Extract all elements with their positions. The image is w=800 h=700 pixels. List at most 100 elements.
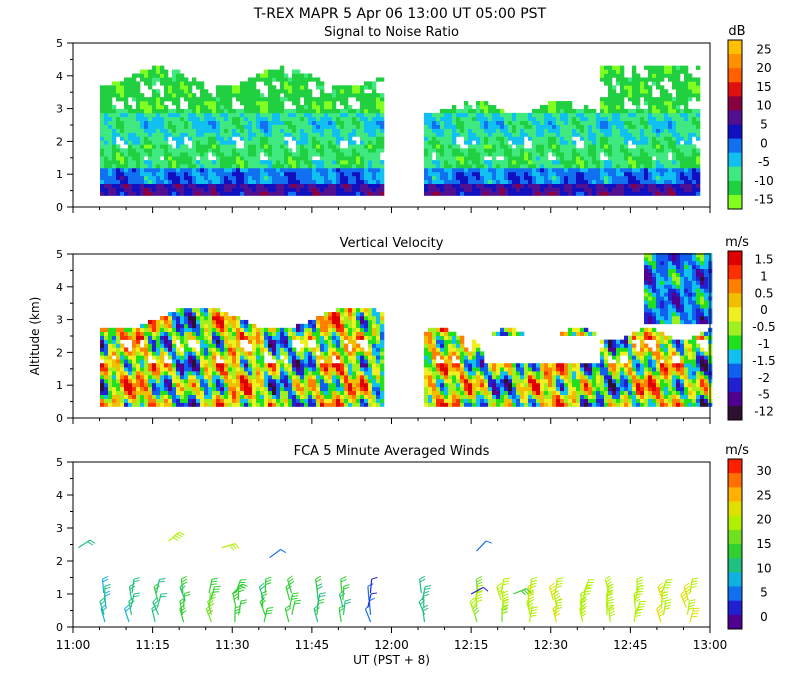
velocity-cell xyxy=(308,402,313,407)
snr-cell xyxy=(324,116,329,122)
velocity-cell xyxy=(316,367,321,372)
snr-cell xyxy=(100,156,105,161)
snr-cell xyxy=(152,140,157,145)
velocity-cell xyxy=(176,323,181,329)
snr-cell xyxy=(172,77,177,82)
snr-cell xyxy=(516,164,521,169)
velocity-cell xyxy=(316,382,321,388)
snr-cell xyxy=(552,160,557,165)
snr-cell xyxy=(428,183,433,188)
snr-cell xyxy=(632,108,637,114)
snr-cell xyxy=(696,112,701,118)
snr-cell xyxy=(172,148,177,153)
snr-cell xyxy=(628,191,633,196)
snr-cell xyxy=(148,179,153,185)
velocity-cell xyxy=(228,378,233,384)
velocity-cell xyxy=(164,394,169,399)
snr-cell xyxy=(212,191,217,196)
snr-cell xyxy=(692,152,697,157)
snr-cell xyxy=(136,112,141,118)
snr-cell xyxy=(132,128,137,133)
snr-cell xyxy=(104,89,109,94)
snr-cell xyxy=(144,116,149,122)
snr-cell xyxy=(292,120,297,125)
snr-cell xyxy=(596,140,601,145)
snr-cell xyxy=(356,112,361,118)
snr-cell xyxy=(452,140,457,145)
velocity-cell xyxy=(256,378,261,384)
velocity-cell xyxy=(116,390,121,396)
snr-cell xyxy=(248,108,253,114)
snr-cell xyxy=(492,167,497,173)
snr-cell xyxy=(308,171,313,177)
snr-cell xyxy=(232,164,237,169)
velocity-cell xyxy=(244,394,249,399)
snr-cell xyxy=(324,93,329,98)
snr-cell xyxy=(560,183,565,188)
snr-cell xyxy=(640,191,645,196)
snr-cell xyxy=(568,152,573,157)
snr-cell xyxy=(328,160,333,165)
velocity-cell xyxy=(124,378,129,384)
velocity-cell xyxy=(264,347,269,352)
snr-cell xyxy=(628,156,633,161)
snr-cell xyxy=(176,156,181,161)
snr-cell xyxy=(592,160,597,165)
snr-cell xyxy=(440,183,445,188)
snr-cell xyxy=(344,148,349,153)
snr-cell xyxy=(636,116,641,122)
snr-cell xyxy=(472,108,477,114)
snr-cell xyxy=(680,171,685,177)
snr-cell xyxy=(216,89,221,94)
velocity-cell xyxy=(136,355,141,360)
snr-cell xyxy=(564,136,569,141)
snr-cell xyxy=(688,97,693,102)
snr-cell xyxy=(380,124,385,129)
velocity-cell xyxy=(128,394,133,399)
velocity-cell xyxy=(136,359,141,364)
snr-cell xyxy=(352,164,357,169)
snr-cell xyxy=(484,108,489,114)
snr-cell xyxy=(364,164,369,169)
snr-cell xyxy=(492,164,497,169)
velocity-cell xyxy=(228,402,233,407)
snr-cell xyxy=(268,81,273,86)
snr-cell xyxy=(272,160,277,165)
snr-cell xyxy=(252,136,257,141)
snr-cell xyxy=(176,183,181,188)
velocity-cell xyxy=(104,351,109,356)
velocity-cell xyxy=(260,327,265,333)
snr-cell xyxy=(616,93,621,98)
snr-cell xyxy=(372,164,377,169)
snr-cell xyxy=(276,77,281,82)
snr-cell xyxy=(468,144,473,149)
snr-cell xyxy=(308,136,313,141)
velocity-cell xyxy=(164,367,169,372)
snr-cell xyxy=(656,152,661,157)
snr-cell xyxy=(176,104,181,110)
snr-cell xyxy=(600,164,605,169)
snr-cell xyxy=(300,160,305,165)
snr-cell xyxy=(304,148,309,153)
snr-cell xyxy=(500,175,505,181)
snr-cell xyxy=(680,160,685,165)
snr-cell xyxy=(492,183,497,188)
snr-cell xyxy=(188,101,193,106)
velocity-cell xyxy=(192,390,197,396)
snr-cell xyxy=(456,171,461,177)
snr-cell xyxy=(168,144,173,149)
snr-cell xyxy=(312,108,317,114)
velocity-cell xyxy=(212,327,217,333)
velocity-cell xyxy=(112,347,117,352)
snr-cell xyxy=(136,136,141,141)
snr-cell xyxy=(300,191,305,196)
snr-cell xyxy=(220,156,225,161)
snr-cell xyxy=(340,167,345,173)
snr-cell xyxy=(256,140,261,145)
snr-cell xyxy=(180,108,185,114)
snr-cell xyxy=(160,65,165,70)
snr-cell xyxy=(680,164,685,169)
velocity-cell xyxy=(184,398,189,403)
velocity-cell xyxy=(332,394,337,399)
snr-cell xyxy=(456,175,461,181)
